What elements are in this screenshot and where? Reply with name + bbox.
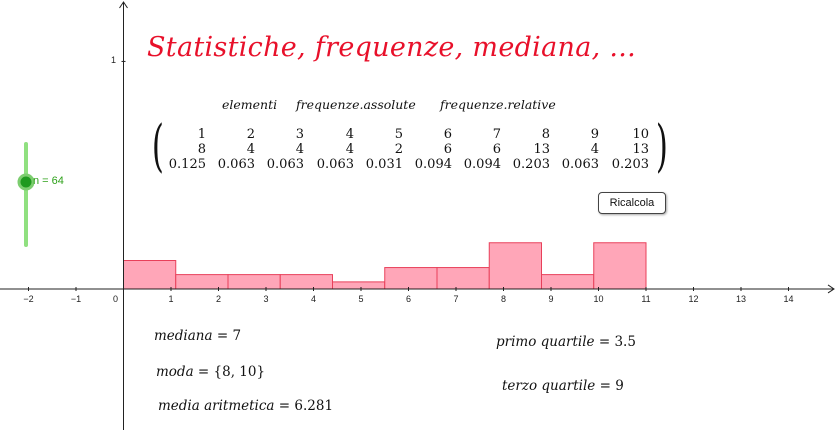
x-tick-label: 10 xyxy=(593,293,604,304)
matrix-cell: 6 xyxy=(443,127,452,142)
matrix-cell: 0.094 xyxy=(463,157,501,172)
x-tick-label: 8 xyxy=(500,293,507,304)
stat-mediana-value: 7 xyxy=(232,328,242,344)
matrix-header-elementi: elementi xyxy=(222,97,278,112)
y-tick-label: 1 xyxy=(110,55,117,66)
histogram-bar xyxy=(332,281,386,290)
x-tick-label: 3 xyxy=(263,293,269,304)
histogram-bar xyxy=(123,260,177,290)
matrix-cell: 1 xyxy=(197,127,206,142)
histogram-bar xyxy=(384,267,438,290)
matrix-cell: 0.063 xyxy=(316,157,354,172)
stat-media-label: media aritmetica xyxy=(158,398,275,414)
matrix-cell: 8 xyxy=(541,127,550,142)
x-tick-label: 11 xyxy=(641,293,651,304)
histogram-bar xyxy=(279,274,333,290)
stat-mediana-label: mediana xyxy=(154,328,213,344)
matrix-cell: 4 xyxy=(246,142,255,157)
y-axis-arrow xyxy=(119,1,128,9)
matrix-left-paren: ( xyxy=(151,114,164,179)
histogram-bar xyxy=(175,274,229,290)
matrix-cell: 0.203 xyxy=(611,157,649,172)
matrix-header-frequenze-assolute: frequenze.assolute xyxy=(296,97,416,112)
x-tick-label: 13 xyxy=(735,293,747,304)
stat-moda-value: {8, 10} xyxy=(213,364,266,380)
x-tick-label: 9 xyxy=(548,293,554,304)
histogram-bar xyxy=(541,274,595,290)
matrix-cell: 8 xyxy=(197,142,206,157)
matrix-cell: 9 xyxy=(590,127,599,142)
ricalcola-button[interactable]: Ricalcola xyxy=(598,192,666,214)
matrix-cell: 0.063 xyxy=(217,157,255,172)
x-tick-label: 12 xyxy=(688,293,699,304)
matrix-cell: 13 xyxy=(632,142,649,157)
histogram-bar xyxy=(436,267,490,290)
x-tick-label: −2 xyxy=(23,293,34,304)
matrix-cell: 4 xyxy=(295,142,304,157)
x-tick-label: 2 xyxy=(215,293,222,304)
matrix-cell: 0.063 xyxy=(266,157,304,172)
histogram-bar xyxy=(488,242,542,290)
histogram-bar xyxy=(593,242,647,290)
matrix-cell: 13 xyxy=(533,142,550,157)
x-tick-label: 14 xyxy=(783,293,794,304)
matrix-cell: 5 xyxy=(394,127,403,142)
n-slider[interactable] xyxy=(17,142,35,247)
stat-primo-quartile-value: 3.5 xyxy=(614,334,636,350)
matrix-cell: 0.094 xyxy=(414,157,452,172)
slider-knob[interactable] xyxy=(17,173,35,191)
matrix-cell: 4 xyxy=(590,142,599,157)
matrix-cell: 0.063 xyxy=(561,157,599,172)
slider-label: n = 64 xyxy=(33,175,64,187)
matrix-cell: 3 xyxy=(295,127,304,142)
page-title: Statistiche, frequenze, mediana, ... xyxy=(147,32,637,63)
stat-media: media aritmetica = 6.281 xyxy=(158,398,334,414)
matrix-cell: 0.203 xyxy=(512,157,550,172)
x-tick-label: 1 xyxy=(168,293,174,304)
stat-primo-quartile-label: primo quartile xyxy=(496,334,595,350)
histogram-bar xyxy=(227,274,281,290)
matrix-cell: 4 xyxy=(345,142,354,157)
x-tick-label: 0 xyxy=(112,293,119,304)
x-tick-label: 6 xyxy=(405,293,412,304)
matrix-cell: 4 xyxy=(345,127,354,142)
stat-moda-label: moda xyxy=(156,364,194,380)
stat-terzo-quartile-value: 9 xyxy=(615,378,624,394)
matrix-cell: 0.125 xyxy=(168,157,206,172)
x-tick-label: −1 xyxy=(70,293,82,304)
stat-media-value: 6.281 xyxy=(294,398,334,414)
x-tick-label: 5 xyxy=(358,293,364,304)
stat-terzo-quartile: terzo quartile = 9 xyxy=(502,378,624,394)
histogram xyxy=(123,242,647,290)
matrix-cell: 6 xyxy=(492,142,501,157)
stat-moda: moda = {8, 10} xyxy=(156,364,266,380)
matrix-cell: 0.031 xyxy=(365,157,403,172)
matrix-cell: 7 xyxy=(492,127,501,142)
x-tick-label: 4 xyxy=(310,293,317,304)
matrix-right-paren: ) xyxy=(655,114,668,179)
x-axis-arrow xyxy=(827,284,835,294)
matrix-header-frequenze-relative: frequenze.relative xyxy=(440,97,556,112)
matrix-cell: 10 xyxy=(632,127,649,142)
stat-mediana: mediana = 7 xyxy=(154,328,242,344)
matrix-cell: 2 xyxy=(246,127,255,142)
matrix-cell: 2 xyxy=(394,142,403,157)
stat-primo-quartile: primo quartile = 3.5 xyxy=(496,334,636,350)
stat-terzo-quartile-label: terzo quartile xyxy=(502,378,596,394)
matrix-cell: 6 xyxy=(443,142,452,157)
x-tick-label: 7 xyxy=(453,293,459,304)
